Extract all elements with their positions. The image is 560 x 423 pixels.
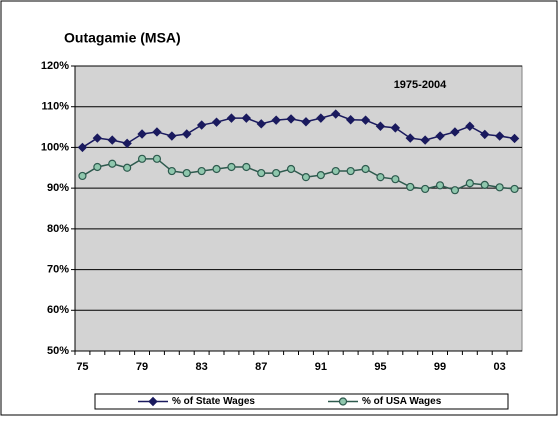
x-tick-label: 99 (434, 361, 446, 373)
plot-area (74, 65, 523, 352)
marker (241, 113, 252, 123)
marker (137, 129, 147, 139)
chart-title: Outagamie (MSA) (64, 30, 181, 46)
legend-marker (338, 397, 348, 406)
y-tick-label: 70% (47, 263, 69, 275)
marker (376, 173, 385, 182)
marker (93, 162, 102, 172)
marker (122, 138, 132, 149)
y-tick-label: 100% (41, 141, 69, 153)
y-tick-label: 80% (47, 223, 69, 235)
marker (152, 127, 162, 137)
x-tick-label: 79 (136, 361, 148, 373)
y-tick-label: 120% (41, 60, 69, 72)
x-tick-label: 83 (196, 361, 208, 373)
legend-label: % of State Wages (172, 396, 255, 407)
x-tick-label: 87 (255, 361, 267, 373)
marker (211, 117, 222, 127)
legend-marker (148, 396, 158, 407)
marker (272, 168, 281, 178)
marker (361, 164, 370, 174)
marker (226, 113, 237, 123)
marker (420, 135, 430, 145)
marker (450, 127, 460, 137)
marker (375, 121, 386, 131)
marker (390, 123, 401, 133)
marker (421, 184, 430, 194)
marker (465, 179, 474, 188)
marker (391, 175, 400, 184)
marker (286, 164, 296, 174)
marker (331, 166, 340, 176)
marker (271, 115, 281, 125)
marker (182, 129, 192, 139)
y-tick-label: 90% (47, 182, 69, 194)
marker (123, 163, 132, 172)
marker (167, 131, 177, 141)
marker (137, 154, 147, 163)
marker (107, 135, 117, 145)
marker (78, 171, 87, 181)
marker (227, 162, 236, 172)
y-tick-label: 50% (47, 345, 69, 357)
x-tick-label: 75 (76, 361, 88, 373)
marker (480, 129, 490, 140)
marker (435, 181, 445, 190)
marker (212, 164, 221, 174)
x-tick-label: 95 (374, 361, 386, 373)
marker (465, 121, 475, 131)
marker (77, 142, 88, 153)
marker (435, 131, 445, 141)
marker (406, 182, 415, 192)
legend-label: % of USA Wages (362, 396, 442, 407)
legend-box (94, 393, 509, 410)
marker (92, 133, 103, 143)
marker (301, 173, 311, 182)
marker (256, 119, 266, 129)
marker (257, 168, 266, 178)
marker (196, 120, 207, 130)
x-tick-label: 03 (494, 361, 506, 373)
marker (108, 159, 117, 168)
marker (494, 131, 505, 141)
marker (495, 183, 504, 192)
marker (316, 113, 326, 123)
marker (301, 117, 311, 127)
marker (167, 166, 176, 176)
marker (197, 166, 206, 176)
x-tick-label: 91 (315, 361, 327, 373)
marker (286, 114, 296, 124)
marker (405, 133, 415, 143)
marker (510, 184, 519, 194)
marker (480, 180, 489, 189)
marker (182, 168, 191, 178)
marker (360, 115, 371, 125)
marker (450, 186, 460, 195)
annotation: 1975-2004 (394, 79, 447, 91)
marker (242, 162, 251, 172)
marker (316, 171, 325, 180)
marker (345, 115, 356, 125)
marker (152, 154, 162, 163)
marker (331, 109, 341, 119)
y-tick-label: 110% (41, 101, 69, 113)
y-tick-label: 60% (47, 304, 69, 316)
marker (509, 133, 520, 144)
marker (346, 166, 355, 176)
